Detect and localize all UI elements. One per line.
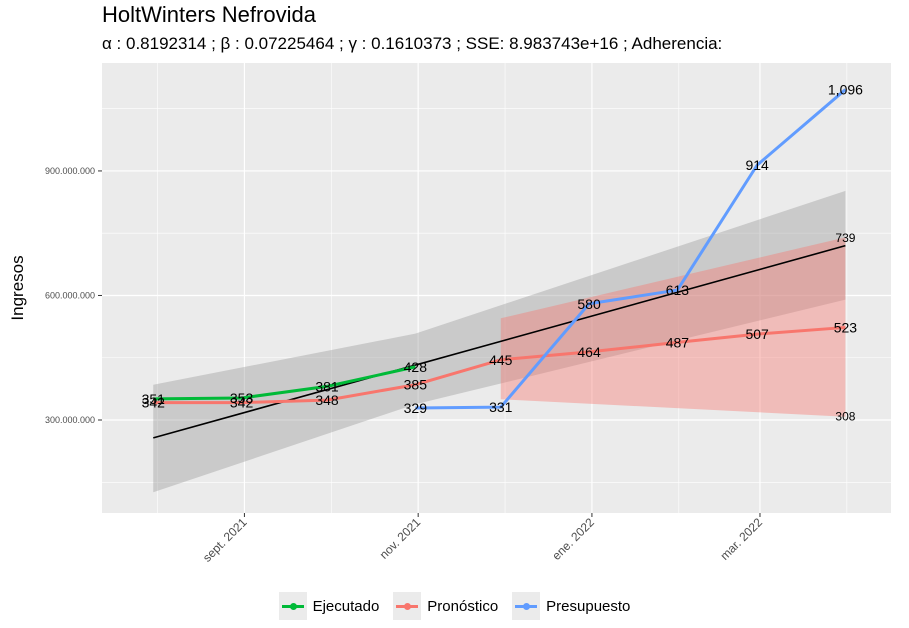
y-tick-label: 900.000.000 <box>45 166 95 176</box>
data-label-ejecutado: 381 <box>315 378 339 394</box>
series-line-ejecutado <box>153 365 416 401</box>
data-label-pronostico: 507 <box>745 326 769 342</box>
data-label-presupuesto: 914 <box>745 157 769 173</box>
legend-label-presupuesto: Presupuesto <box>546 597 631 615</box>
legend: Ejecutado Pronóstico Presupuesto <box>0 592 909 620</box>
chart-subtitle: α : 0.8192314 ; β : 0.07225464 ; γ : 0.1… <box>102 34 723 53</box>
legend-item-pronostico: Pronóstico <box>393 592 498 620</box>
series-line-pronostico <box>153 325 846 405</box>
data-label-presupuesto: 613 <box>666 282 690 298</box>
legend-item-ejecutado: Ejecutado <box>278 592 380 620</box>
legend-key-pronostico <box>393 592 422 620</box>
series-line-presupuesto <box>415 88 847 410</box>
y-tick-label: 600.000.000 <box>45 290 95 300</box>
data-label-presupuesto: 329 <box>404 400 428 416</box>
band-label: 308 <box>835 410 855 424</box>
x-tick-label: sept. 2021 <box>200 515 250 565</box>
data-label-presupuesto: 331 <box>489 399 513 415</box>
band-label: 739 <box>835 231 855 245</box>
x-tick-label: ene. 2022 <box>549 515 597 563</box>
legend-label-pronostico: Pronóstico <box>427 597 499 615</box>
chart-title: HoltWinters Nefrovida <box>102 2 316 27</box>
data-label-pronostico: 342 <box>230 395 254 411</box>
data-label-ejecutado: 353 <box>230 390 254 406</box>
legend-label-ejecutado: Ejecutado <box>312 597 380 615</box>
data-label-ejecutado: 428 <box>404 359 428 375</box>
data-label-pronostico: 385 <box>404 377 428 393</box>
legend-key-presupuesto <box>512 592 541 620</box>
data-label-presupuesto: 1,096 <box>828 82 863 98</box>
data-label-pronostico: 464 <box>577 344 601 360</box>
legend-item-presupuesto: Presupuesto <box>512 592 630 620</box>
x-tick-label: nov. 2021 <box>377 515 424 562</box>
legend-key-ejecutado <box>278 592 307 620</box>
data-label-pronostico: 342 <box>142 395 166 411</box>
forecast-band <box>500 237 846 417</box>
data-label-presupuesto: 580 <box>577 296 601 312</box>
data-label-pronostico: 523 <box>834 319 858 335</box>
trend-line <box>153 244 846 439</box>
data-label-pronostico: 487 <box>666 334 690 350</box>
data-label-pronostico: 348 <box>315 392 339 408</box>
data-label-pronostico: 445 <box>489 352 513 368</box>
x-tick-label: mar. 2022 <box>717 515 765 563</box>
y-tick-label: 300.000.000 <box>45 415 95 425</box>
data-label-ejecutado: 351 <box>142 391 166 407</box>
y-axis-title: Ingresos <box>8 255 27 320</box>
